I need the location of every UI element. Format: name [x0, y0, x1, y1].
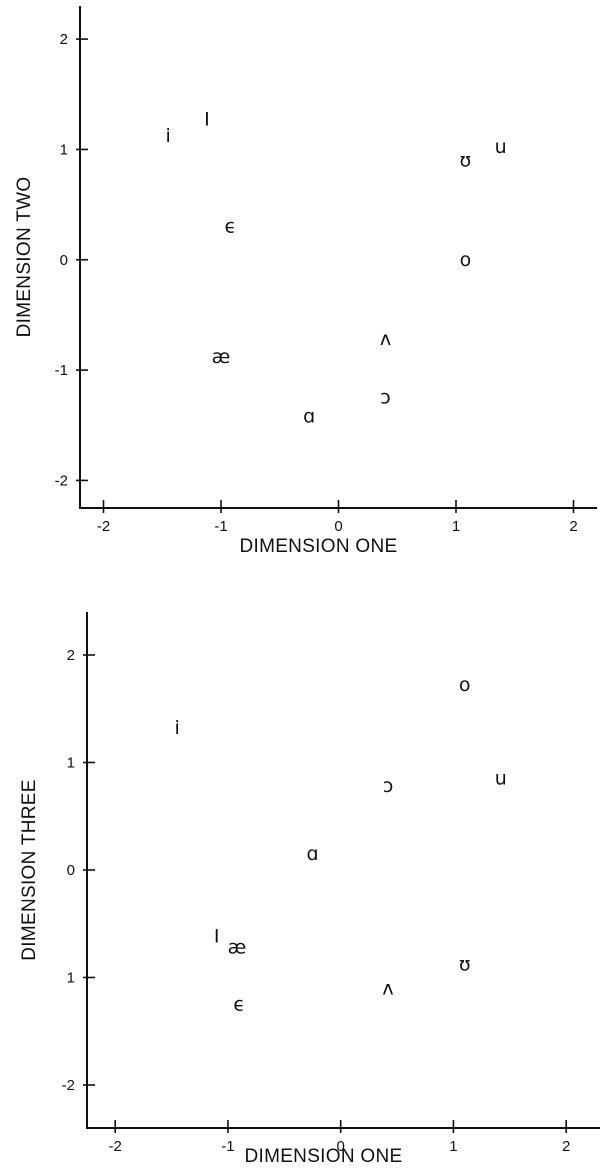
data-point-label: ϵ — [225, 216, 237, 238]
data-point-label: u — [495, 768, 507, 790]
y-tick-label: 0 — [60, 252, 68, 269]
x-tick-label: 0 — [334, 518, 342, 535]
y-tick-label: 1 — [67, 755, 75, 772]
data-point-label: u — [495, 136, 507, 158]
y-tick-label: 1 — [67, 970, 75, 987]
x-tick-label: 0 — [337, 1138, 345, 1155]
data-point-label: ɑ — [306, 843, 318, 865]
data-point-label: ʊ — [459, 954, 471, 976]
y-tick-label: 0 — [67, 862, 75, 879]
data-point-label: ʌ — [382, 977, 393, 999]
x-tick-label: -2 — [97, 518, 110, 535]
y-tick-label: 2 — [67, 647, 75, 664]
x-tick-label: 1 — [452, 518, 460, 535]
plot-dimension-three: -2 -1 0 1 2 -2 1 0 1 2 DIMENSION ONE DIMENSION THRE… — [19, 612, 600, 1167]
y-tick-label: -1 — [55, 362, 68, 379]
x-tick-label: -1 — [221, 1138, 234, 1155]
data-point-label: i — [165, 125, 170, 147]
data-point-label: ɑ — [303, 405, 315, 427]
data-point-label: I — [214, 926, 220, 948]
data-point-label: ɔ — [383, 775, 393, 797]
y-tick-label: 2 — [60, 31, 68, 48]
data-point-label: ɔ — [380, 387, 390, 409]
y-tick-label: 1 — [60, 141, 68, 158]
data-point-label: ʌ — [380, 328, 391, 350]
data-point-label: o — [460, 249, 472, 271]
axis-lines — [86, 612, 600, 1129]
plot-dimension-two: -2 -1 0 1 2 -2 -1 0 1 2 DIMENSION ONE DIMENSION TWO… — [14, 6, 597, 557]
data-point-label: I — [204, 109, 210, 131]
x-tick-label: 1 — [449, 1138, 457, 1155]
data-point-label: æ — [228, 936, 247, 958]
x-tick-label: -1 — [214, 518, 227, 535]
axis-lines — [79, 6, 597, 509]
data-point-label: ʊ — [460, 149, 472, 171]
y-tick-label: -2 — [55, 472, 68, 489]
x-tick-label: 2 — [569, 518, 577, 535]
data-point-label: æ — [212, 346, 231, 368]
y-axis-title: DIMENSION THREE — [19, 779, 40, 961]
x-tick-label: 2 — [562, 1138, 570, 1155]
data-point-label: o — [459, 674, 471, 696]
y-axis-title: DIMENSION TWO — [14, 177, 35, 338]
data-point-label: ϵ — [233, 993, 245, 1015]
y-tick-label: -2 — [62, 1077, 75, 1094]
x-tick-label: -2 — [109, 1138, 122, 1155]
x-axis-title: DIMENSION ONE — [239, 536, 397, 557]
data-point-label: i — [175, 717, 180, 739]
x-axis-title: DIMENSION ONE — [244, 1146, 402, 1167]
